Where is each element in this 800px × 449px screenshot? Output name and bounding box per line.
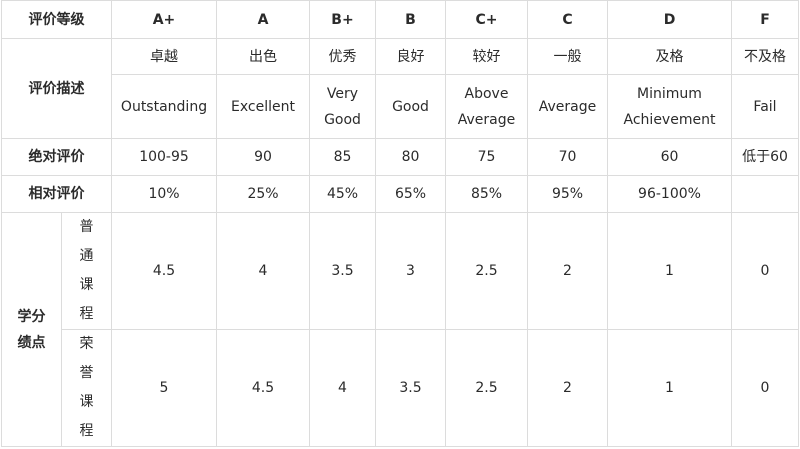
gpa-label-line: 学分 [17,308,46,325]
description-en-line: Outstanding [120,98,208,115]
description-en-line: Achievement [623,111,716,128]
absolute-row: 绝对评价 100-95 90 85 80 75 70 60 低于60 [1,138,799,176]
relative-row: 相对评价 10% 25% 45% 65% 85% 95% 96-100% [1,175,799,213]
description-en-row: Outstanding Excellent Very Good Good Abov… [2,74,799,139]
description-en-cell: Good [375,74,446,139]
description-cn-cell: 出色 [216,38,310,75]
regular-gpa-cell: 0 [731,212,799,330]
honors-gpa-cell: 1 [607,329,732,447]
honors-course-label: 荣誉课程 [61,329,112,447]
description-en-line: Average [538,98,597,115]
grade-row-label: 评价等级 [1,0,112,39]
honors-gpa-cell: 4.5 [216,329,310,447]
description-en-line: Above [464,85,509,102]
honors-gpa-cell: 3.5 [375,329,446,447]
honors-gpa-cell: 4 [309,329,376,447]
grade-cell: C+ [445,0,528,39]
absolute-cell: 70 [527,138,608,176]
regular-gpa-cell: 4 [216,212,310,330]
absolute-row-label: 绝对评价 [1,138,112,176]
absolute-cell: 75 [445,138,528,176]
relative-cell [731,175,799,213]
relative-cell: 65% [375,175,446,213]
description-en-line: Excellent [231,98,295,115]
regular-label-char: 普 [79,219,94,235]
description-cn-cell: 一般 [527,38,608,75]
regular-gpa-cell: 3 [375,212,446,330]
regular-gpa-cell: 2 [527,212,608,330]
absolute-cell: 低于60 [731,138,799,176]
description-cn-cell: 优秀 [309,38,376,75]
gpa-row-label: 学分 绩点 [1,212,62,447]
gpa-honors-row: 荣誉课程 5 4.5 4 3.5 2.5 2 1 0 [2,329,799,447]
absolute-cell: 100-95 [111,138,217,176]
description-cn-cell: 较好 [445,38,528,75]
relative-cell: 96-100% [607,175,732,213]
description-en-line: Good [324,111,361,128]
description-cn-cell: 及格 [607,38,732,75]
description-en-cell: Very Good [309,74,376,139]
honors-gpa-cell: 2 [527,329,608,447]
regular-gpa-cell: 2.5 [445,212,528,330]
regular-course-label: 普通课程 [61,212,112,330]
description-cn-cell: 卓越 [111,38,217,75]
gpa-label-line: 绩点 [17,334,46,351]
grade-cell: D [607,0,732,39]
grade-cell: B+ [309,0,376,39]
regular-label-char: 通 [79,248,94,264]
description-en-cell: Above Average [445,74,528,139]
relative-cell: 85% [445,175,528,213]
description-en-cell: Excellent [216,74,310,139]
description-en-cell: Fail [731,74,799,139]
description-cn-cell: 不及格 [731,38,799,75]
regular-gpa-cell: 3.5 [309,212,376,330]
honors-gpa-cell: 0 [731,329,799,447]
description-en-cell: Minimum Achievement [607,74,732,139]
grade-cell: A+ [111,0,217,39]
honors-label-char: 荣 [79,336,94,352]
gpa-regular-row: 学分 绩点 普通课程 4.5 4 3.5 3 2.5 2 1 0 [1,212,799,447]
relative-cell: 45% [309,175,376,213]
regular-gpa-cell: 4.5 [111,212,217,330]
absolute-cell: 85 [309,138,376,176]
description-en-line: Minimum [637,85,702,102]
absolute-cell: 60 [607,138,732,176]
description-cn-cell: 良好 [375,38,446,75]
relative-cell: 10% [111,175,217,213]
relative-cell: 95% [527,175,608,213]
absolute-cell: 80 [375,138,446,176]
relative-row-label: 相对评价 [1,175,112,213]
honors-gpa-cell: 2.5 [445,329,528,447]
honors-label-char: 课 [79,394,94,410]
regular-label-char: 程 [79,306,94,322]
description-en-line: Fail [753,98,777,115]
absolute-cell: 90 [216,138,310,176]
grade-cell: F [731,0,799,39]
grade-cell: C [527,0,608,39]
honors-label-char: 誉 [79,365,94,381]
regular-label-char: 课 [79,277,94,293]
description-row-label: 评价描述 [1,38,112,139]
honors-label-char: 程 [79,423,94,439]
description-en-line: Good [392,98,429,115]
grade-row: 评价等级 A+ A B+ B C+ C D F [1,0,799,39]
grade-cell: A [216,0,310,39]
relative-cell: 25% [216,175,310,213]
description-en-cell: Average [527,74,608,139]
description-en-line: Very [326,85,359,102]
honors-gpa-cell: 5 [111,329,217,447]
grade-cell: B [375,0,446,39]
description-en-cell: Outstanding [111,74,217,139]
description-en-line: Average [457,111,516,128]
description-cn-row: 评价描述 卓越 出色 优秀 良好 较好 一般 及格 不及格 [1,38,799,139]
regular-gpa-cell: 1 [607,212,732,330]
